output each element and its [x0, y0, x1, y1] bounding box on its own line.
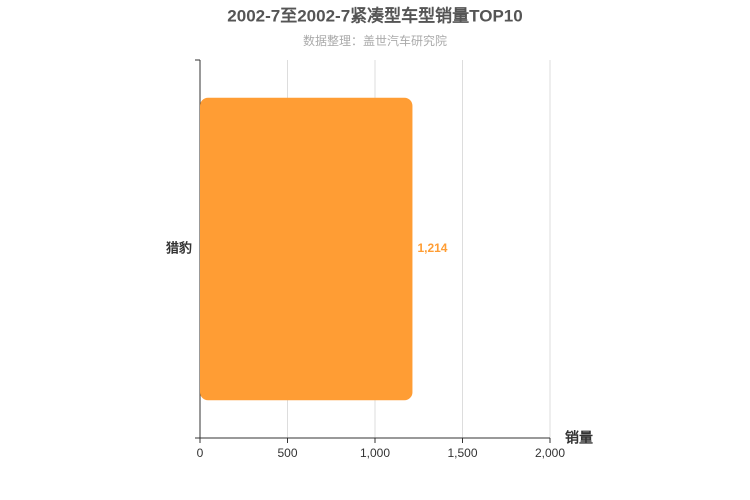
x-tick-label: 500	[277, 446, 297, 460]
bar	[200, 97, 413, 401]
x-tick-label: 2,000	[535, 446, 565, 460]
chart-title: 2002-7至2002-7紧凑型车型销量TOP10	[227, 5, 522, 25]
chart-subtitle: 数据整理：盖世汽车研究院	[303, 33, 447, 48]
x-tick-label: 0	[197, 446, 204, 460]
x-axis-label: 销量	[565, 430, 593, 446]
data-label: 1,214	[417, 241, 447, 255]
x-tick-label: 1,500	[447, 446, 477, 460]
y-tick-label: 猎豹	[166, 240, 192, 255]
x-tick-label: 1,000	[360, 446, 390, 460]
